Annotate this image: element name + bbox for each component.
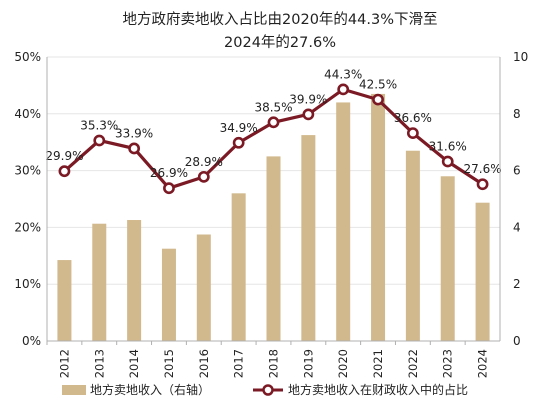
bar	[92, 223, 107, 341]
line-data-label: 29.9%	[45, 149, 83, 163]
bar	[475, 202, 490, 341]
line-series: 29.9% 35.3%33.9% 26.9%28.9% 34.9% 38.5%39.9%…	[45, 67, 502, 195]
bar	[161, 248, 176, 341]
bar	[405, 150, 420, 341]
line-data-label: 26.9%	[150, 166, 188, 180]
line-data-label: 27.6%	[464, 162, 502, 176]
legend-line-marker	[262, 384, 274, 396]
bar	[301, 135, 316, 341]
x-tick-label: 2014	[127, 349, 141, 378]
bar	[231, 193, 246, 341]
line-point	[197, 170, 210, 183]
x-tick-label: 2016	[197, 349, 211, 378]
x-tick-label: 2017	[232, 349, 246, 378]
bar	[336, 102, 351, 341]
y-left-tick-label: 40%	[14, 107, 41, 121]
line-data-label: 33.9%	[115, 126, 153, 140]
x-tick-label: 2024	[476, 349, 490, 378]
y-left-tick-label: 30%	[14, 164, 41, 178]
line-point	[372, 93, 384, 106]
legend-bar-swatch	[62, 385, 86, 395]
line-data-label: 28.9%	[185, 155, 223, 169]
line-data-label: 39.9%	[289, 92, 327, 106]
line-data-label: 36.6%	[394, 111, 432, 125]
x-tick-label: 2022	[406, 349, 420, 378]
chart-title-line2: 2024年的27.6%	[224, 34, 336, 51]
legend-bar-label: 地方卖地收入（右轴）	[90, 382, 210, 397]
x-tick-label: 2012	[57, 349, 71, 378]
line-data-label: 31.6%	[429, 140, 467, 154]
y-right-tick-label: 6	[513, 164, 521, 178]
line-data-label: 42.5%	[359, 78, 397, 92]
bar	[371, 93, 386, 341]
line-point	[128, 142, 141, 155]
y-left-tick-label: 50%	[14, 50, 41, 64]
line-point	[406, 127, 419, 140]
bar	[440, 176, 455, 341]
y-right-tick-label: 2	[513, 277, 521, 291]
y-right-tick-label: 8	[513, 107, 521, 121]
chart-title-line1: 地方政府卖地收入占比由2020年的44.3%下滑至	[123, 11, 438, 28]
line-point	[58, 165, 71, 178]
line-point	[267, 116, 280, 129]
line-point	[163, 182, 175, 195]
bar	[57, 260, 72, 341]
x-tick-label: 2015	[162, 349, 176, 378]
x-tick-label: 2019	[301, 349, 315, 378]
x-tick-label: 2023	[441, 349, 455, 378]
line-point	[337, 83, 350, 96]
line-point	[302, 108, 315, 121]
legend: 地方卖地收入（右轴） 地方卖地收入在财政收入中的占比	[62, 382, 468, 397]
y-left-tick-label: 10%	[14, 277, 41, 291]
line-point	[93, 134, 106, 147]
y-left-tick-label: 20%	[14, 220, 41, 234]
x-tick-label: 2021	[371, 349, 385, 378]
y-right-tick-label: 0	[513, 334, 521, 348]
axes: 0% 10% 20% 30% 40% 50% 0 2 4 6 8 10 2012 2013 2014 2015…	[14, 50, 528, 378]
line-data-label: 34.9%	[220, 121, 258, 135]
line-point	[441, 155, 454, 168]
x-tick-label: 2020	[336, 349, 350, 378]
bar-series	[57, 93, 490, 341]
bar	[196, 234, 211, 341]
line-point	[232, 136, 245, 149]
bar	[266, 156, 281, 341]
y-left-tick-label: 0%	[22, 334, 41, 348]
y-right-tick-label: 10	[513, 50, 528, 64]
x-tick-label: 2018	[267, 349, 281, 378]
x-tick-label: 2013	[92, 349, 106, 378]
line-data-label: 35.3%	[80, 118, 118, 132]
line-data-label: 38.5%	[254, 100, 292, 114]
bar	[127, 220, 142, 341]
y-right-tick-label: 4	[513, 220, 521, 234]
line-point	[476, 178, 489, 191]
legend-line-label: 地方卖地收入在财政收入中的占比	[288, 382, 468, 397]
line-data-label: 44.3%	[324, 67, 362, 81]
